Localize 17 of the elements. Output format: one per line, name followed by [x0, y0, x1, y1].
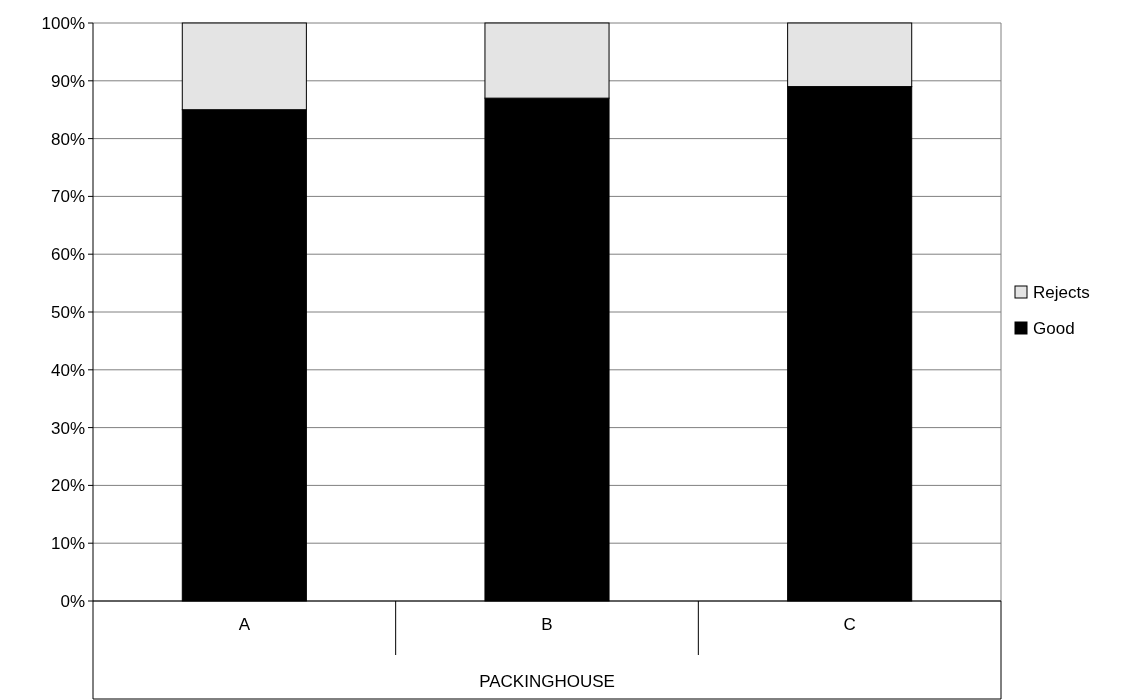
- y-tick-label: 80%: [50, 129, 85, 149]
- y-tick-label: 100%: [41, 13, 85, 33]
- x-tick-label: A: [238, 614, 251, 634]
- legend-label: Rejects: [1033, 282, 1090, 302]
- x-tick-label: C: [843, 614, 856, 634]
- x-axis-title: PACKINGHOUSE: [479, 671, 615, 691]
- y-tick-label: 50%: [50, 302, 85, 322]
- y-tick-label: 60%: [50, 245, 85, 265]
- y-tick-label: 70%: [50, 187, 85, 207]
- x-tick-label: B: [541, 614, 553, 634]
- y-tick-label: 0%: [60, 591, 85, 611]
- y-tick-label: 30%: [50, 418, 85, 438]
- y-tick-label: 20%: [50, 476, 85, 496]
- y-tick-label: 10%: [50, 534, 85, 554]
- legend-label: Good: [1033, 318, 1075, 338]
- y-tick-label: 40%: [50, 360, 85, 380]
- y-tick-label: 90%: [50, 71, 85, 91]
